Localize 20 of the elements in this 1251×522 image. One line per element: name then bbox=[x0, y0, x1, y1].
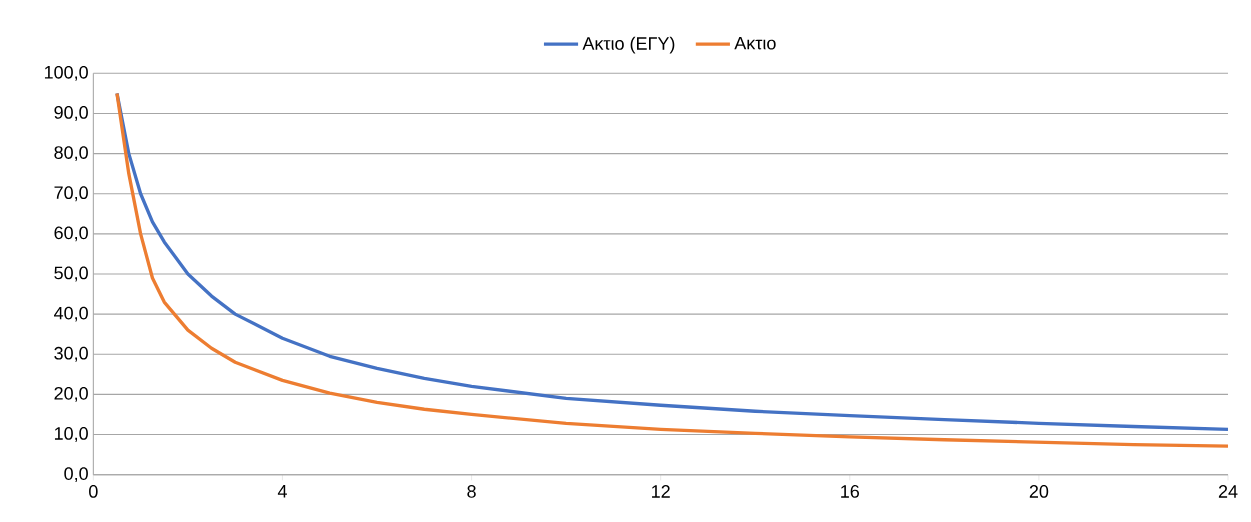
y-tick-label: 70,0 bbox=[54, 186, 88, 202]
y-tick-label: 90,0 bbox=[54, 106, 88, 121]
x-tick-label: 24 bbox=[1218, 485, 1238, 498]
x-tick-label: 20 bbox=[1029, 485, 1049, 498]
x-tick-label: 0 bbox=[89, 485, 98, 498]
y-tick-label: 0,0 bbox=[64, 467, 88, 483]
x-tick-label: 4 bbox=[277, 485, 287, 498]
legend-label: Ακτιο bbox=[734, 36, 776, 50]
y-tick-label: 10,0 bbox=[54, 427, 88, 442]
y-tick-label: 30,0 bbox=[54, 346, 88, 362]
y-tick-label: 100,0 bbox=[44, 65, 88, 81]
y-tick-label: 40,0 bbox=[54, 306, 88, 322]
y-tick-label: 60,0 bbox=[54, 226, 88, 242]
x-tick-label: 16 bbox=[841, 485, 860, 498]
legend-label: Ακτιο (ΕΓΥ) bbox=[582, 36, 675, 54]
y-tick-label: 50,0 bbox=[54, 266, 88, 282]
y-tick-label: 20,0 bbox=[54, 386, 88, 402]
y-tick-label: 80,0 bbox=[54, 146, 88, 162]
x-tick-label: 8 bbox=[467, 485, 476, 498]
x-tick-label: 12 bbox=[652, 485, 670, 498]
